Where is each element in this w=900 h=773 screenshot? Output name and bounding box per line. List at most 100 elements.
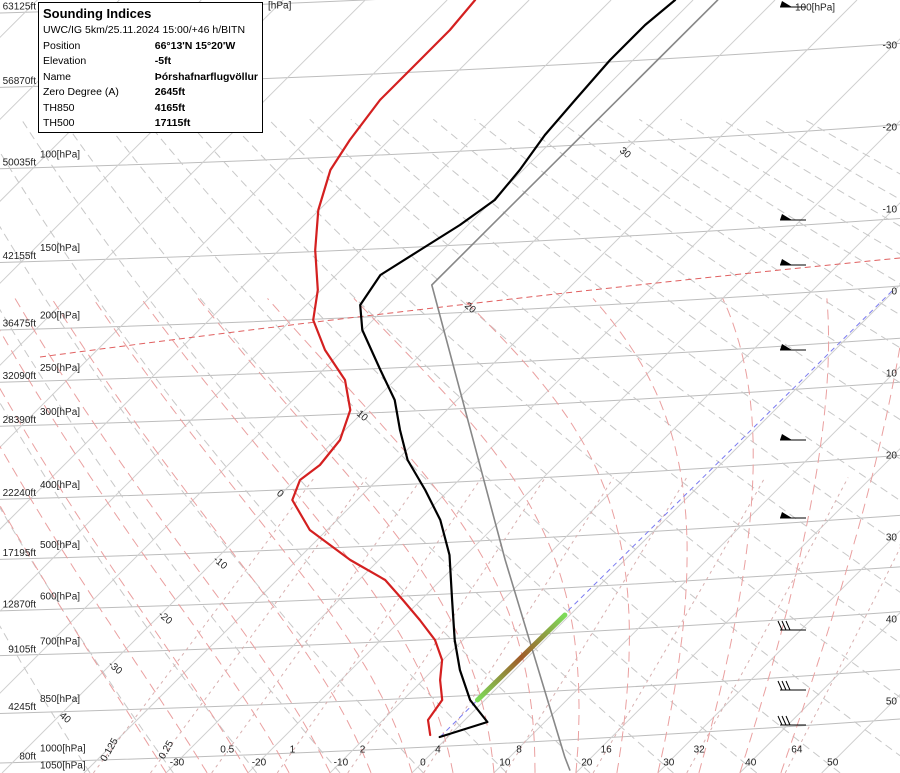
dry-adiabat (144, 118, 841, 773)
barb-flag (780, 512, 792, 518)
grid-line (739, 612, 900, 773)
y-tick-label: 9105ft (8, 644, 36, 655)
barb-feather (781, 715, 787, 726)
dry-adiabat (62, 119, 674, 773)
mixing-ratio-label: 2 (360, 745, 366, 756)
info-value: 4165ft (154, 101, 186, 114)
pressure-label: 100[hPa] (40, 149, 80, 160)
x-tick-label: 50 (827, 758, 839, 769)
info-box: Sounding Indices UWC/IG 5km/25.11.2024 1… (38, 2, 263, 133)
y-tick-label: 50035ft (3, 157, 37, 168)
barb-feather (777, 620, 783, 631)
dry-adiabat (515, 118, 900, 384)
profile-line (359, 0, 677, 739)
moist-adiabat (739, 298, 830, 773)
grid-line (165, 38, 900, 773)
x-tick-label: 40 (745, 758, 757, 769)
grid-line (0, 668, 900, 714)
info-value: Þórshafnarflugvöllur (154, 70, 258, 83)
barb-flag (780, 259, 792, 265)
pressure-label: 850[hPa] (40, 694, 80, 705)
wind-barbs (777, 1, 806, 726)
moist-adiabat (14, 298, 331, 773)
mixing-ratio-line (504, 477, 688, 773)
pressure-label: 100[hPa] (795, 3, 835, 14)
moist-adiabat (0, 329, 290, 773)
y-tick-label: 12870ft (3, 599, 37, 610)
info-key: Position (43, 39, 81, 52)
pressure-label: 500[hPa] (40, 540, 80, 551)
dry-adiabat (391, 118, 900, 502)
isotherm (0, 0, 448, 448)
grid-line (0, 611, 900, 657)
isotherm (0, 0, 530, 530)
x-tick-label: -30 (170, 758, 185, 769)
x-tick-label: 40 (886, 614, 898, 625)
mixing-ratio-label: 1 (290, 745, 296, 756)
moist-adiabat (698, 298, 754, 773)
info-key: TH500 (43, 117, 75, 130)
grid-line (0, 217, 900, 263)
grid-line (493, 366, 900, 773)
y-tick-label: 63125ft (3, 2, 37, 13)
dry-adiabat (597, 118, 900, 316)
moist-adiabat (267, 298, 536, 773)
info-row: Zero Degree (A) 2645ft (43, 85, 258, 101)
info-title: Sounding Indices (43, 6, 152, 21)
dry-adiabat (227, 118, 900, 698)
dry-adiabat (268, 118, 900, 644)
y-tick-label: 28390ft (3, 415, 37, 426)
zero-isotherm (439, 289, 894, 738)
barb-feather (777, 715, 783, 726)
info-key: TH850 (43, 101, 75, 114)
y-tick-label: 80ft (19, 752, 36, 763)
mixing-ratio-line (150, 477, 368, 773)
moist-adiabat (353, 298, 580, 773)
y-tick-label: 42155ft (3, 251, 37, 262)
mixing-ratio-line (686, 477, 849, 773)
dry-adiabat (0, 308, 341, 773)
tropopause-line (39, 257, 900, 358)
x-tick-label: 0 (891, 287, 897, 298)
barb-feather (781, 680, 787, 691)
x-tick-label: 10 (886, 368, 898, 379)
mixing-ratio-line (211, 477, 423, 773)
mixing-ratio-line (592, 477, 766, 773)
mixing-ratio-line (276, 477, 483, 773)
dry-adiabat (0, 506, 174, 773)
barb-feather (785, 715, 791, 726)
dry-adiabat (556, 118, 900, 349)
barb-flag (780, 1, 792, 7)
info-row: TH850 4165ft (43, 100, 258, 116)
info-row: Position 66°13'N 15°20'W (43, 38, 258, 54)
pressure-label: 1000[hPa] (40, 744, 86, 755)
x-tick-label: 50 (886, 696, 898, 707)
grid-line (657, 530, 900, 773)
y-tick-label: 32090ft (3, 371, 37, 382)
grid-line (0, 718, 900, 764)
pressure-label: 400[hPa] (40, 480, 80, 491)
grid-line (0, 124, 900, 170)
info-value: 2645ft (154, 86, 186, 99)
adiabat-label: -10 (211, 554, 229, 572)
mixing-ratio-label: 64 (791, 745, 803, 756)
pressure-label: 250[hPa] (40, 363, 80, 374)
dry-adiabat (309, 118, 900, 593)
moist-adiabat (462, 298, 630, 773)
grid-line (247, 120, 900, 773)
dry-adiabat (474, 118, 900, 421)
moist-adiabat (140, 298, 454, 773)
mixing-ratio-line (347, 477, 546, 773)
barb-flag (780, 344, 792, 350)
pressure-label: 300[hPa] (40, 407, 80, 418)
y-tick-label: 56870ft (3, 76, 37, 87)
barb-flag (780, 214, 792, 220)
info-key: Elevation (43, 55, 87, 68)
x-tick-label: -20 (252, 758, 267, 769)
y-tick-label: 17195ft (3, 548, 37, 559)
y-tick-label: 4245ft (8, 702, 36, 713)
x-tick-label: -10 (334, 758, 349, 769)
grid-line (0, 566, 900, 612)
dry-adiabat (0, 151, 508, 773)
